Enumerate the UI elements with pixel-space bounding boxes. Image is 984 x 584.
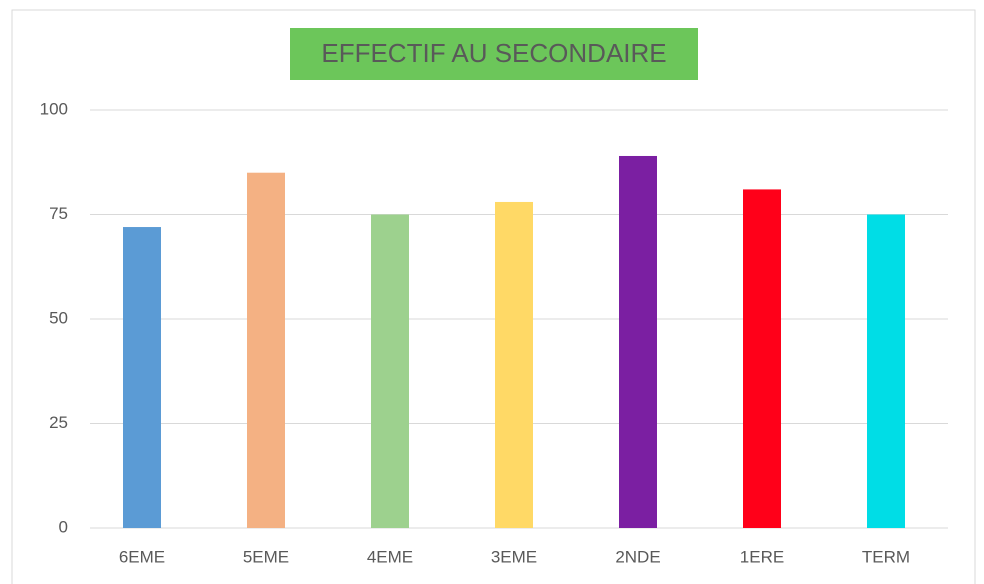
x-tick-label: TERM [862, 547, 910, 566]
x-tick-label: 2NDE [615, 547, 660, 566]
title-box [290, 28, 698, 80]
x-tick-label: 1ERE [740, 547, 784, 566]
chart-title: EFFECTIF AU SECONDAIRE [321, 38, 666, 68]
bar [743, 189, 781, 529]
x-tick-label: 3EME [491, 547, 537, 566]
x-tick-label: 6EME [119, 547, 165, 566]
bar [867, 214, 905, 528]
bar [619, 155, 657, 529]
bar [495, 201, 533, 528]
y-tick-label: 100 [40, 99, 68, 118]
y-tick-label: 50 [49, 308, 68, 327]
bar [123, 227, 161, 529]
y-tick-label: 25 [49, 413, 68, 432]
y-tick-label: 0 [59, 517, 68, 536]
y-tick-label: 75 [49, 204, 68, 223]
bar [247, 172, 285, 528]
x-tick-label: 5EME [243, 547, 289, 566]
bar [371, 214, 409, 528]
x-tick-label: 4EME [367, 547, 413, 566]
chart-frame [11, 9, 976, 584]
